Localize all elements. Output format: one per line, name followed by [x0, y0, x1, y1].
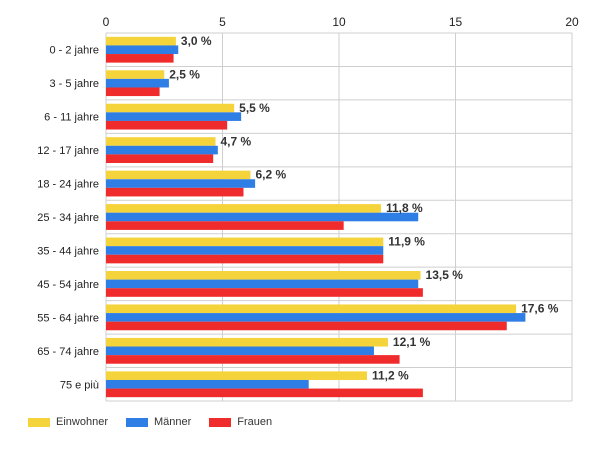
legend: Einwohner Männer Frauen — [28, 416, 272, 428]
bar-einwohner-8 — [106, 304, 517, 314]
legend-swatch-maenner — [125, 417, 148, 427]
bar-einwohner-6 — [106, 237, 384, 247]
x-tick-label: 5 — [219, 15, 226, 29]
category-label: 55 - 64 jahre — [37, 312, 99, 324]
bar-mnner-2 — [106, 112, 242, 121]
legend-label-einwohner: Einwohner — [56, 416, 108, 428]
bar-mnner-6 — [106, 246, 384, 255]
bar-einwohner-7 — [106, 271, 421, 280]
bar-mnner-0 — [106, 45, 179, 55]
data-label: 4,7 % — [221, 134, 252, 148]
category-label: 12 - 17 jahre — [37, 145, 99, 157]
bar-einwohner-3 — [106, 137, 216, 146]
bar-einwohner-10 — [106, 371, 367, 380]
bar-mnner-9 — [106, 346, 374, 356]
bar-frauen-7 — [106, 288, 423, 297]
bar-einwohner-1 — [106, 70, 165, 79]
x-tick-label: 20 — [565, 15, 579, 29]
bar-mnner-8 — [106, 313, 526, 322]
x-tick-label: 10 — [332, 15, 346, 29]
category-label: 45 - 54 jahre — [37, 279, 99, 291]
bar-einwohner-2 — [106, 103, 235, 113]
legend-item-maenner: Männer — [125, 416, 192, 428]
legend-swatch-einwohner — [28, 417, 50, 427]
category-label: 35 - 44 jahre — [37, 245, 99, 257]
data-label: 3,0 % — [181, 34, 212, 48]
legend-item-frauen: Frauen — [209, 416, 272, 428]
bar-mnner-3 — [106, 145, 218, 155]
data-label: 11,2 % — [372, 368, 409, 382]
bar-mnner-5 — [106, 212, 419, 222]
bar-mnner-4 — [106, 179, 256, 188]
bar-einwohner-9 — [106, 337, 388, 347]
category-label: 0 - 2 jahre — [49, 45, 99, 57]
bar-mnner-1 — [106, 78, 169, 88]
bar-frauen-6 — [106, 254, 384, 264]
data-label: 5,5 % — [239, 101, 270, 115]
category-label: 3 - 5 jahre — [49, 78, 99, 90]
category-label: 18 - 24 jahre — [37, 179, 99, 191]
bar-frauen-3 — [106, 154, 214, 163]
category-label: 75 e più — [60, 379, 99, 391]
bar-frauen-2 — [106, 120, 228, 130]
data-label: 11,9 % — [388, 235, 425, 249]
category-label: 65 - 74 jahre — [37, 346, 99, 358]
x-tick-label: 15 — [449, 15, 463, 29]
bar-frauen-4 — [106, 187, 244, 197]
data-label: 6,2 % — [255, 168, 286, 182]
legend-item-einwohner: Einwohner — [28, 416, 108, 428]
category-label: 6 - 11 jahre — [44, 112, 99, 124]
bar-einwohner-5 — [106, 204, 381, 213]
data-label: 12,1 % — [393, 335, 431, 349]
bar-einwohner-0 — [106, 36, 176, 46]
bar-frauen-9 — [106, 355, 400, 364]
bar-frauen-1 — [106, 87, 160, 97]
bar-frauen-5 — [106, 221, 344, 230]
category-label: 25 - 34 jahre — [37, 212, 99, 224]
x-tick-label: 0 — [103, 15, 110, 29]
data-label: 13,5 % — [426, 268, 464, 282]
bar-chart-svg: 0 5 10 15 20 0 - 2 jahre 3,0 % 3 - 5 jahre 2,5 %… — [37, 15, 579, 402]
legend-label-maenner: Männer — [153, 416, 192, 428]
bar-frauen-8 — [106, 321, 507, 331]
bar-frauen-0 — [106, 54, 174, 63]
data-label: 17,6 % — [521, 302, 559, 316]
legend-swatch-frauen — [209, 417, 232, 427]
data-label: 11,8 % — [386, 201, 423, 215]
bar-einwohner-4 — [106, 170, 251, 180]
data-label: 2,5 % — [169, 67, 200, 81]
bar-mnner-7 — [106, 279, 419, 289]
legend-label-frauen: Frauen — [237, 416, 273, 428]
bar-frauen-10 — [106, 388, 423, 398]
bar-mnner-10 — [106, 379, 309, 389]
